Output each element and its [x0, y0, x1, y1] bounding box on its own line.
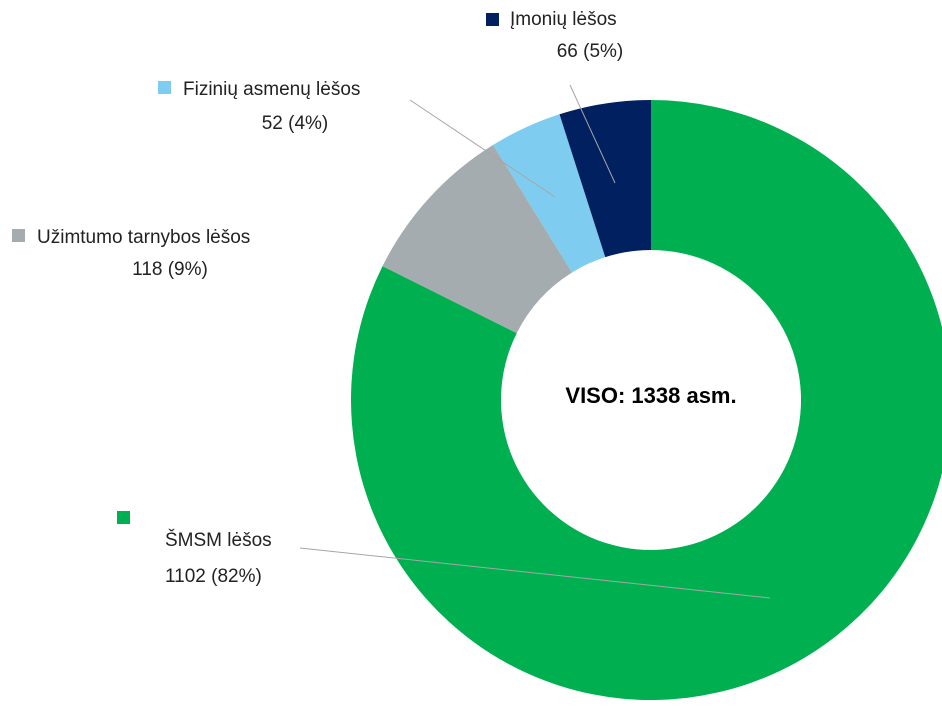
legend-marker	[117, 511, 130, 524]
category-label: Įmonių lėšos	[510, 9, 617, 30]
leader-line	[569, 84, 616, 184]
value-label: 1102 (82%)	[165, 566, 262, 587]
value-label: 118 (9%)	[132, 259, 208, 280]
slice	[382, 144, 573, 334]
center-label: VISO: 1338 asm.	[565, 383, 736, 408]
category-label: Fizinių asmenų lėšos	[183, 79, 360, 100]
legend-marker	[12, 229, 25, 242]
leader-line	[299, 547, 771, 599]
category-label: Užimtumo tarnybos lėšos	[37, 227, 250, 248]
legend-marker	[158, 81, 171, 94]
value-label: 52 (4%)	[262, 113, 329, 134]
category-label: ŠMSM lėšos	[165, 529, 272, 551]
value-label: 66 (5%)	[557, 41, 624, 62]
legend-marker	[486, 13, 499, 26]
slice	[559, 100, 651, 258]
slice	[351, 100, 942, 700]
leader-line	[409, 99, 556, 198]
